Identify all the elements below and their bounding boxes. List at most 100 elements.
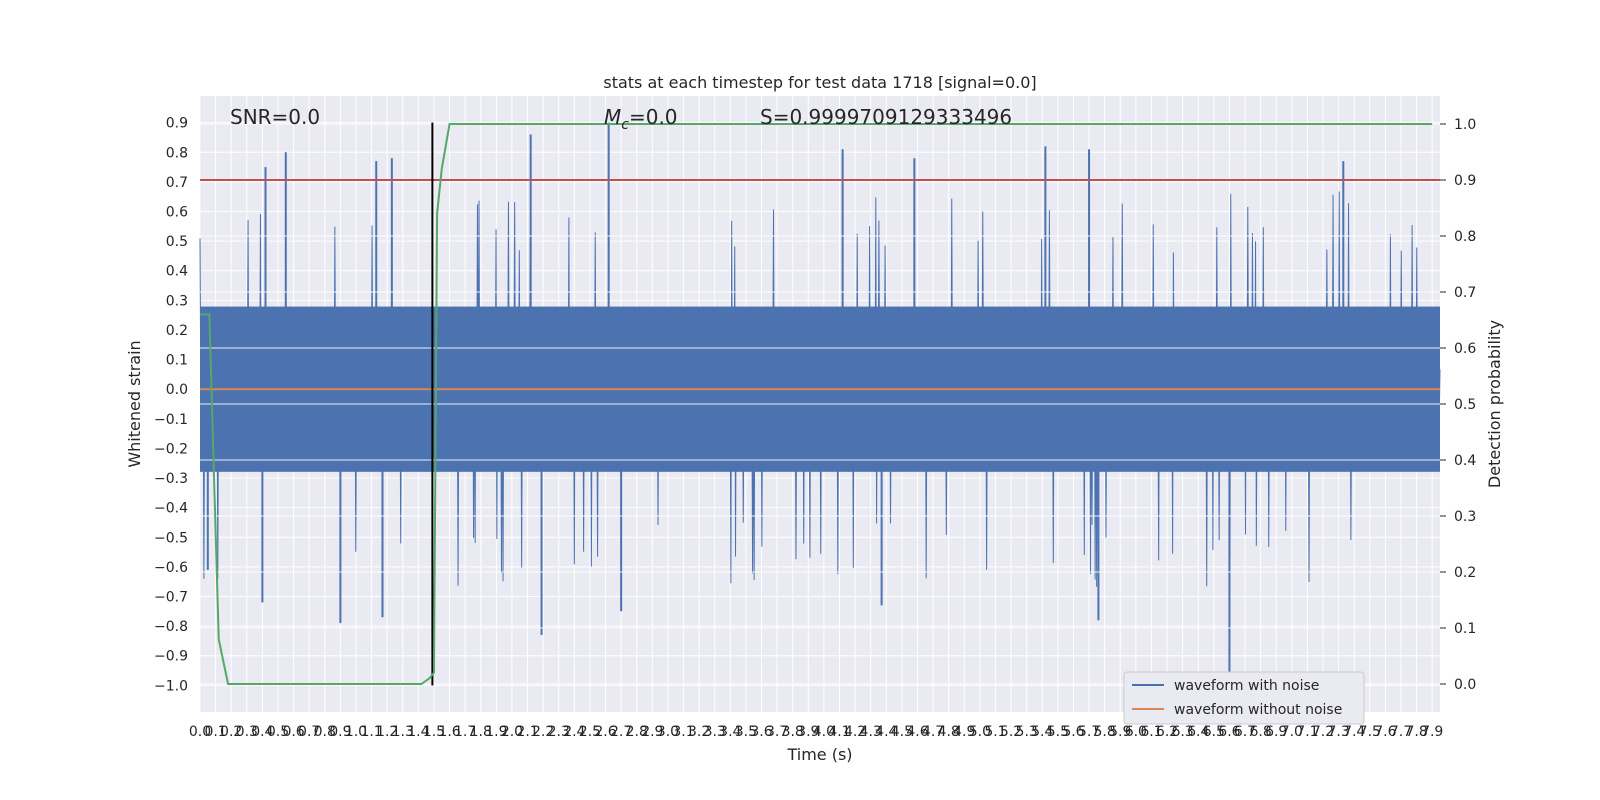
x-tick-label: 4.0 bbox=[813, 724, 835, 740]
x-tick-label: 7.7 bbox=[1390, 724, 1412, 740]
x-tick-label: 5.8 bbox=[1094, 724, 1116, 740]
x-tick-label: 2.9 bbox=[641, 724, 663, 740]
y-tick-label: 0.9 bbox=[166, 116, 188, 132]
y-tick-label: −0.5 bbox=[154, 530, 188, 546]
y-tick-label: −0.4 bbox=[154, 501, 188, 517]
x-tick-label: 1.5 bbox=[423, 724, 445, 740]
y-tick-label: 0.4 bbox=[166, 264, 188, 280]
x-axis-label: Time (s) bbox=[786, 745, 852, 764]
chirp-mass-symbol: M bbox=[604, 105, 621, 129]
y-tick-label: 0.3 bbox=[166, 293, 188, 309]
x-tick-label: 5.6 bbox=[1062, 724, 1084, 740]
y2-axis-label: Detection probability bbox=[1485, 320, 1504, 488]
y2-tick-label: 0.4 bbox=[1454, 453, 1476, 469]
y-tick-label: 0.5 bbox=[166, 234, 188, 250]
y2-tick-label: 0.3 bbox=[1454, 509, 1476, 525]
x-tick-label: 6.1 bbox=[1140, 724, 1162, 740]
x-tick-label: 6.0 bbox=[1125, 724, 1147, 740]
x-tick-label: 3.4 bbox=[719, 724, 741, 740]
y-tick-label: −0.3 bbox=[154, 471, 188, 487]
x-tick-label: 2.8 bbox=[626, 724, 648, 740]
y-tick-label: −0.2 bbox=[154, 441, 188, 457]
y-tick-label: −0.8 bbox=[154, 619, 188, 635]
x-tick-label: 7.3 bbox=[1327, 724, 1349, 740]
x-tick-label: 5.5 bbox=[1047, 724, 1069, 740]
x-tick-label: 0.5 bbox=[267, 724, 289, 740]
x-tick-label: 6.6 bbox=[1218, 724, 1240, 740]
x-tick-label: 2.3 bbox=[548, 724, 570, 740]
x-tick-label: 6.8 bbox=[1249, 724, 1271, 740]
x-tick-label: 5.4 bbox=[1031, 724, 1053, 740]
x-tick-label: 1.7 bbox=[454, 724, 476, 740]
x-tick-label: 1.3 bbox=[392, 724, 414, 740]
x-tick-label: 0.2 bbox=[220, 724, 242, 740]
y2-tick-label: 0.8 bbox=[1454, 229, 1476, 245]
y2-tick-label: 0.1 bbox=[1454, 621, 1476, 637]
x-tick-label: 1.6 bbox=[438, 724, 460, 740]
x-tick-label: 5.7 bbox=[1078, 724, 1100, 740]
x-tick-label: 4.8 bbox=[938, 724, 960, 740]
x-tick-label: 6.9 bbox=[1265, 724, 1287, 740]
x-tick-label: 4.7 bbox=[922, 724, 944, 740]
x-tick-label: 3.5 bbox=[735, 724, 757, 740]
y-tick-label: −0.9 bbox=[154, 649, 188, 665]
x-tick-label: 0.3 bbox=[236, 724, 258, 740]
x-tick-label: 4.2 bbox=[844, 724, 866, 740]
x-tick-label: 4.4 bbox=[875, 724, 897, 740]
x-tick-labels: 0.00.10.20.30.40.50.60.70.80.91.01.11.21… bbox=[189, 724, 1443, 740]
y2-tick-label: 0.0 bbox=[1454, 677, 1476, 693]
y2-tick-label: 0.2 bbox=[1454, 565, 1476, 581]
y2-tick-labels: 0.0 0.1 0.2 0.3 0.4 0.5 0.6 0.7 0.8 0.9 1.0 bbox=[1454, 117, 1476, 693]
y-tick-label: −0.1 bbox=[154, 412, 188, 428]
x-tick-label: 7.2 bbox=[1312, 724, 1334, 740]
x-tick-label: 4.5 bbox=[891, 724, 913, 740]
x-tick-label: 1.9 bbox=[485, 724, 507, 740]
x-tick-label: 2.0 bbox=[501, 724, 523, 740]
y-tick-label: −0.6 bbox=[154, 560, 188, 576]
y-tick-label: 0.2 bbox=[166, 323, 188, 339]
y-tick-label: 0.0 bbox=[166, 382, 188, 398]
x-tick-label: 1.2 bbox=[376, 724, 398, 740]
x-tick-label: 1.4 bbox=[407, 724, 429, 740]
x-tick-label: 2.1 bbox=[516, 724, 538, 740]
x-tick-label: 2.6 bbox=[594, 724, 616, 740]
x-tick-label: 5.2 bbox=[1000, 724, 1022, 740]
y2-tick-label: 0.5 bbox=[1454, 397, 1476, 413]
x-tick-label: 7.5 bbox=[1359, 724, 1381, 740]
y2-tick-label: 0.7 bbox=[1454, 285, 1476, 301]
x-tick-label: 4.1 bbox=[828, 724, 850, 740]
chirp-mass-value: =0.0 bbox=[629, 105, 678, 129]
x-tick-label: 0.8 bbox=[314, 724, 336, 740]
x-tick-label: 0.1 bbox=[204, 724, 226, 740]
x-tick-label: 7.9 bbox=[1421, 724, 1443, 740]
x-tick-label: 7.6 bbox=[1374, 724, 1396, 740]
x-tick-label: 3.7 bbox=[766, 724, 788, 740]
x-tick-label: 6.2 bbox=[1156, 724, 1178, 740]
x-tick-label: 3.2 bbox=[688, 724, 710, 740]
x-tick-label: 3.3 bbox=[704, 724, 726, 740]
x-tick-label: 3.1 bbox=[672, 724, 694, 740]
y2-tick-label: 0.6 bbox=[1454, 341, 1476, 357]
x-tick-label: 0.7 bbox=[298, 724, 320, 740]
x-tick-label: 6.5 bbox=[1203, 724, 1225, 740]
y2-tick-label: 0.9 bbox=[1454, 173, 1476, 189]
x-tick-label: 6.4 bbox=[1187, 724, 1209, 740]
chirp-mass-annotation: Mc=0.0 bbox=[604, 105, 678, 133]
x-tick-label: 2.7 bbox=[610, 724, 632, 740]
x-tick-label: 5.3 bbox=[1016, 724, 1038, 740]
x-tick-label: 1.8 bbox=[470, 724, 492, 740]
y2-tick-label: 1.0 bbox=[1454, 117, 1476, 133]
legend: waveform with noise waveform without noi… bbox=[1123, 671, 1365, 725]
x-tick-label: 4.3 bbox=[860, 724, 882, 740]
reference-lines bbox=[200, 122, 1440, 686]
x-tick-label: 3.0 bbox=[657, 724, 679, 740]
x-tick-label: 3.6 bbox=[750, 724, 772, 740]
x-tick-label: 1.0 bbox=[345, 724, 367, 740]
x-tick-label: 5.0 bbox=[969, 724, 991, 740]
legend-box bbox=[1123, 671, 1365, 725]
y-tick-label: 0.1 bbox=[166, 353, 188, 369]
x-tick-label: 4.6 bbox=[906, 724, 928, 740]
x-tick-label: 7.0 bbox=[1281, 724, 1303, 740]
detection-probability-series bbox=[200, 123, 1433, 685]
x-tick-label: 6.7 bbox=[1234, 724, 1256, 740]
